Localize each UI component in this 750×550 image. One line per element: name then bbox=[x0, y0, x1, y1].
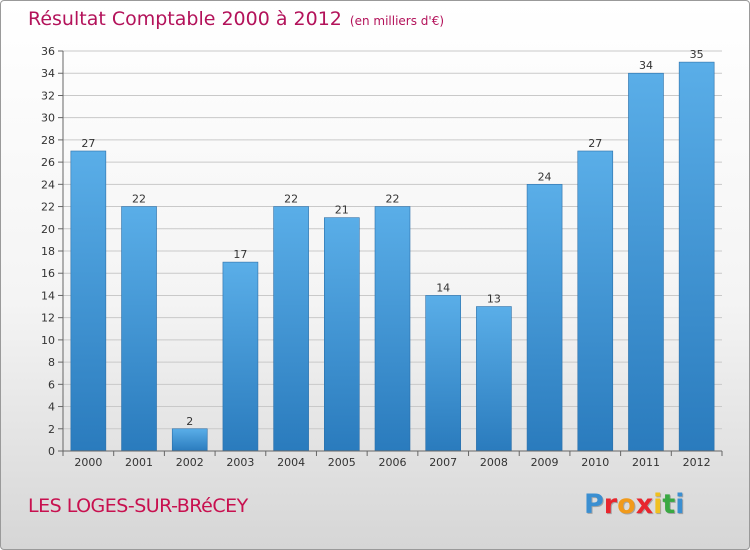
bar bbox=[476, 306, 512, 452]
commune-name: LES LOGES-SUR-BRéCEY bbox=[28, 495, 248, 517]
logo-letter: t bbox=[662, 489, 676, 520]
data-label: 22 bbox=[132, 193, 146, 206]
y-tick-label: 28 bbox=[41, 134, 55, 147]
x-tick-label: 2003 bbox=[226, 456, 254, 469]
y-tick-label: 24 bbox=[41, 178, 55, 191]
y-tick-label: 16 bbox=[41, 267, 55, 280]
y-tick-label: 10 bbox=[41, 334, 55, 347]
bar bbox=[628, 72, 664, 452]
y-tick-label: 8 bbox=[48, 356, 55, 369]
bar bbox=[121, 206, 157, 452]
data-label: 35 bbox=[690, 48, 704, 61]
data-label: 24 bbox=[538, 170, 552, 183]
proxiti-logo: Proxiti bbox=[584, 489, 685, 520]
x-tick-label: 2011 bbox=[632, 456, 660, 469]
logo-letter: P bbox=[584, 489, 604, 520]
bar bbox=[577, 150, 614, 452]
bar bbox=[425, 295, 461, 452]
chart-title: Résultat Comptable 2000 à 2012 (en millie… bbox=[28, 8, 444, 30]
y-tick-label: 4 bbox=[48, 401, 55, 414]
chart-subtitle: (en milliers d'€) bbox=[349, 14, 445, 28]
bar bbox=[171, 428, 208, 452]
bar bbox=[273, 206, 309, 452]
bar bbox=[70, 150, 107, 452]
x-tick-label: 2010 bbox=[581, 456, 609, 469]
y-tick-label: 20 bbox=[41, 223, 55, 236]
logo-letter: i bbox=[653, 489, 663, 520]
y-tick-label: 0 bbox=[48, 445, 55, 458]
x-tick-label: 2007 bbox=[429, 456, 457, 469]
y-tick-label: 34 bbox=[41, 67, 55, 80]
y-tick-label: 18 bbox=[41, 245, 55, 258]
data-label: 17 bbox=[233, 248, 247, 261]
logo-letter: x bbox=[635, 489, 654, 520]
data-label: 27 bbox=[81, 137, 95, 150]
data-label: 2 bbox=[186, 415, 193, 428]
x-tick-label: 2004 bbox=[277, 456, 305, 469]
x-tick-label: 2006 bbox=[379, 456, 407, 469]
x-tick-label: 2002 bbox=[176, 456, 204, 469]
y-tick-label: 30 bbox=[41, 112, 55, 125]
y-tick-label: 22 bbox=[41, 201, 55, 214]
x-tick-label: 2009 bbox=[531, 456, 559, 469]
bar bbox=[222, 261, 259, 452]
data-label: 13 bbox=[487, 293, 501, 306]
y-tick-label: 12 bbox=[41, 312, 55, 325]
data-label: 22 bbox=[284, 193, 298, 206]
logo-letter: o bbox=[617, 489, 636, 520]
data-label: 27 bbox=[588, 137, 602, 150]
x-tick-label: 2000 bbox=[74, 456, 102, 469]
x-tick-label: 2008 bbox=[480, 456, 508, 469]
data-label: 34 bbox=[639, 59, 653, 72]
y-tick-label: 36 bbox=[41, 45, 55, 58]
x-tick-label: 2012 bbox=[683, 456, 711, 469]
x-tick-label: 2001 bbox=[125, 456, 153, 469]
y-tick-label: 26 bbox=[41, 156, 55, 169]
y-tick-label: 32 bbox=[41, 89, 55, 102]
bar bbox=[374, 206, 411, 452]
data-label: 22 bbox=[386, 193, 400, 206]
bar bbox=[526, 184, 563, 452]
logo-letter: r bbox=[603, 489, 618, 520]
logo-letter: i bbox=[675, 489, 685, 520]
y-tick-label: 2 bbox=[48, 423, 55, 436]
y-tick-label: 6 bbox=[48, 378, 55, 391]
bar bbox=[324, 217, 360, 452]
data-label: 14 bbox=[436, 281, 450, 294]
x-tick-label: 2005 bbox=[328, 456, 356, 469]
data-label: 21 bbox=[335, 204, 349, 217]
chart-title-text: Résultat Comptable 2000 à 2012 bbox=[28, 8, 342, 30]
y-tick-label: 14 bbox=[41, 289, 55, 302]
bar bbox=[678, 61, 715, 452]
